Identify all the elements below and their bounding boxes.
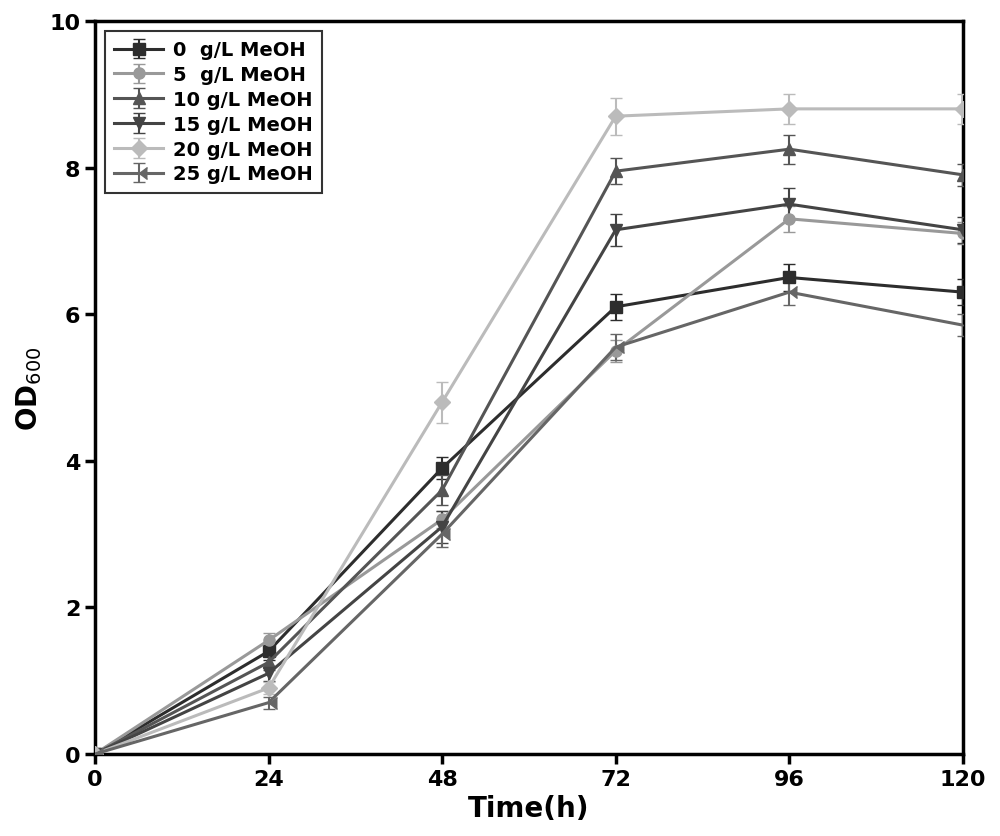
Legend: 0  g/L MeOH, 5  g/L MeOH, 10 g/L MeOH, 15 g/L MeOH, 20 g/L MeOH, 25 g/L MeOH: 0 g/L MeOH, 5 g/L MeOH, 10 g/L MeOH, 15 …: [105, 32, 322, 194]
Y-axis label: OD$_{600}$: OD$_{600}$: [14, 346, 44, 431]
X-axis label: Time(h): Time(h): [468, 794, 590, 822]
